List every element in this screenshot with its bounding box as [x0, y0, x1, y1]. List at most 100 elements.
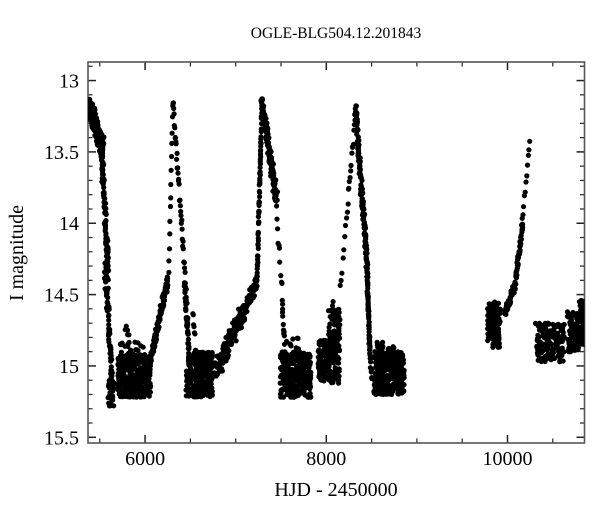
data-point — [349, 150, 355, 156]
data-point — [390, 351, 396, 357]
data-point — [100, 181, 106, 187]
data-point — [374, 339, 380, 345]
data-point — [290, 336, 296, 342]
data-point — [536, 345, 542, 351]
data-point — [512, 286, 518, 292]
data-point — [203, 366, 209, 372]
data-point — [144, 375, 150, 381]
data-point — [183, 305, 189, 311]
data-point — [524, 173, 530, 179]
data-point — [390, 388, 396, 394]
plot-area: 6000 8000 10000 13 13.5 14 14.5 15 15.5 — [44, 61, 586, 470]
data-point — [126, 339, 132, 345]
data-point — [165, 275, 171, 281]
data-point — [255, 235, 261, 241]
data-point — [544, 331, 550, 337]
data-point — [485, 326, 491, 332]
data-point — [316, 365, 322, 371]
data-point — [362, 211, 368, 217]
data-point — [191, 324, 197, 330]
data-point — [365, 274, 371, 280]
data-point — [545, 320, 551, 326]
data-point — [101, 162, 107, 168]
data-point — [490, 301, 496, 307]
data-point — [169, 140, 175, 146]
data-point — [321, 374, 327, 381]
data-point — [102, 200, 109, 206]
data-point — [485, 338, 491, 344]
data-point — [348, 162, 354, 169]
data-point — [92, 107, 98, 113]
data-point — [520, 212, 526, 218]
data-point — [174, 150, 180, 156]
data-point — [295, 378, 301, 384]
data-point — [257, 176, 263, 182]
data-point — [364, 260, 371, 266]
data-point — [102, 226, 108, 232]
data-point — [256, 219, 262, 225]
data-point — [336, 380, 342, 386]
data-point — [401, 382, 407, 388]
data-point — [489, 326, 495, 332]
data-point — [334, 337, 340, 343]
data-point — [270, 168, 276, 174]
data-point — [287, 391, 293, 397]
data-point — [487, 312, 493, 318]
data-point — [345, 201, 351, 207]
data-point — [107, 331, 113, 337]
data-point — [106, 322, 112, 328]
data-point — [400, 352, 406, 358]
data-point — [359, 186, 365, 192]
data-point — [110, 381, 116, 387]
data-point — [359, 191, 365, 197]
data-point — [171, 111, 177, 117]
data-point — [381, 382, 387, 389]
data-point — [183, 368, 190, 374]
data-point — [105, 255, 111, 261]
data-point — [186, 346, 192, 352]
data-point — [321, 337, 327, 343]
data-point — [306, 392, 312, 398]
data-point — [301, 373, 307, 380]
data-point — [138, 343, 144, 349]
data-point — [336, 347, 342, 353]
data-point — [133, 347, 139, 353]
data-point — [170, 100, 176, 106]
data-point — [262, 114, 268, 121]
data-point — [109, 356, 115, 363]
data-point — [354, 128, 360, 134]
data-point — [277, 259, 283, 265]
chart-title: OGLE-BLG504.12.201843 — [251, 25, 422, 42]
data-point — [566, 314, 572, 320]
data-point — [259, 97, 265, 103]
data-point — [545, 351, 551, 357]
data-point — [567, 328, 573, 334]
y-tick-label: 15 — [59, 356, 79, 378]
data-point — [377, 360, 383, 366]
data-point — [286, 383, 292, 389]
data-point — [321, 364, 327, 370]
data-point — [185, 315, 191, 321]
data-point — [120, 388, 126, 394]
data-point — [185, 331, 191, 337]
data-point — [123, 393, 129, 399]
data-point — [365, 282, 371, 288]
data-point — [495, 300, 502, 306]
data-point — [125, 332, 131, 338]
data-point — [554, 330, 561, 336]
data-point — [386, 345, 392, 352]
data-point — [285, 368, 291, 374]
data-point — [101, 191, 107, 197]
data-point — [295, 335, 301, 341]
data-point — [550, 321, 556, 327]
data-point — [347, 175, 353, 181]
data-point — [102, 260, 108, 266]
data-point — [103, 218, 109, 224]
data-point — [178, 208, 184, 215]
data-point — [103, 210, 109, 216]
data-point — [116, 360, 122, 366]
y-tick-label: 14 — [59, 213, 79, 235]
y-tick-label: 14.5 — [44, 285, 79, 307]
